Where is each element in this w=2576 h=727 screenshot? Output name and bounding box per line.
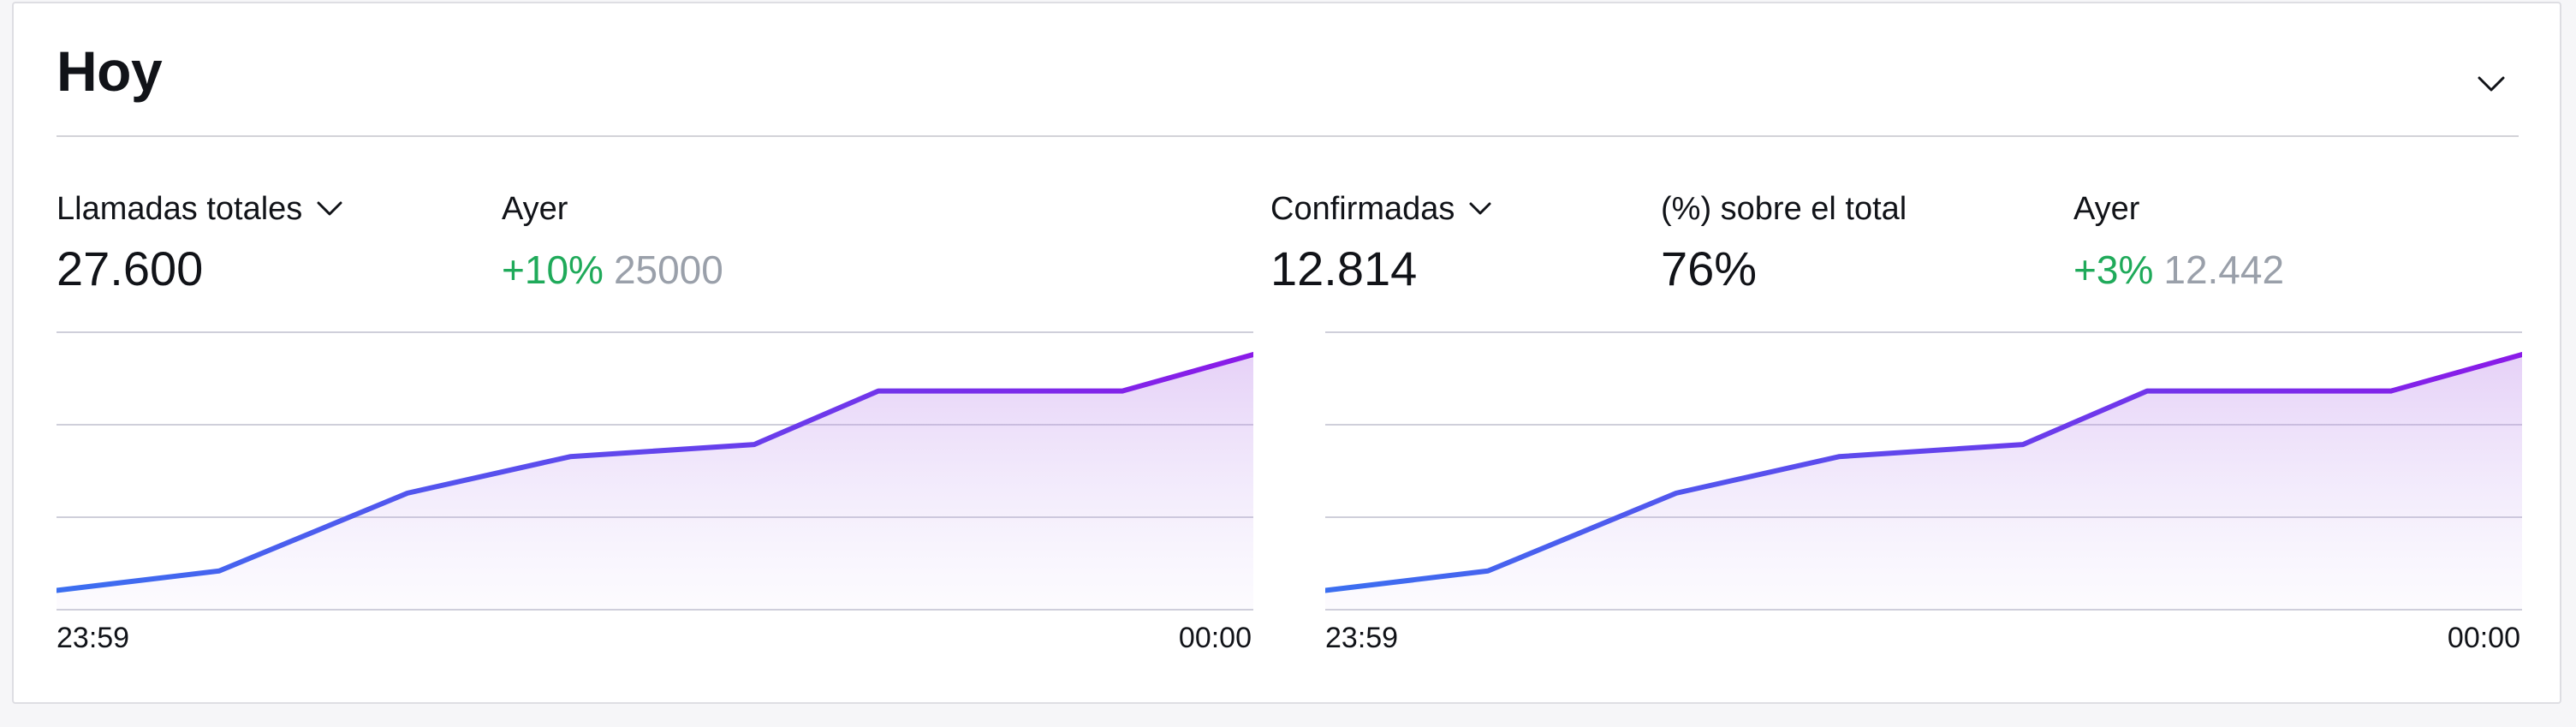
- data-point: [876, 389, 881, 394]
- series-line: [1325, 352, 2522, 593]
- series-line: [57, 352, 1253, 593]
- metric-selector-llamadas[interactable]: Llamadas totales: [57, 193, 343, 225]
- comparison-value: +10% 25000: [502, 250, 723, 289]
- collapse-button[interactable]: [2466, 67, 2517, 101]
- previous-value: 25000: [613, 247, 723, 292]
- title-divider: [57, 135, 2519, 137]
- previous-value: 12.442: [2163, 247, 2285, 292]
- chevron-down-icon: [1469, 202, 1491, 215]
- chevron-down-icon: [2478, 76, 2505, 92]
- data-point: [1836, 454, 1841, 459]
- metric-value: 27.600: [57, 241, 204, 295]
- metric-label: Confirmadas: [1270, 191, 1455, 227]
- comparison-label: Ayer: [502, 191, 568, 227]
- series-area: [57, 355, 1253, 610]
- data-point: [217, 569, 222, 574]
- x-tick-start: 23:59: [1325, 622, 1399, 654]
- share-label: (%) sobre el total: [1661, 191, 1907, 227]
- data-point: [405, 491, 410, 496]
- data-point: [1120, 389, 1125, 394]
- x-tick-end: 00:00: [1178, 622, 1252, 654]
- metric-selector-confirmadas[interactable]: Confirmadas: [1270, 193, 1492, 225]
- comparison-value: +3% 12.442: [2073, 250, 2284, 289]
- data-point: [2020, 442, 2026, 447]
- data-point: [1674, 491, 1679, 496]
- x-tick-end: 00:00: [2447, 622, 2520, 654]
- trend-chart-confirmadas: [1325, 331, 2522, 611]
- x-tick-start: 23:59: [57, 622, 130, 654]
- data-point: [1485, 569, 1490, 574]
- trend-chart-llamadas: [57, 331, 1253, 611]
- change-percent: +3%: [2073, 247, 2154, 292]
- share-value: 76%: [1661, 241, 1758, 295]
- metric-label: Llamadas totales: [57, 191, 303, 227]
- comparison-label: Ayer: [2073, 191, 2140, 227]
- data-point: [752, 442, 757, 447]
- data-point: [568, 454, 573, 459]
- change-percent: +10%: [502, 247, 604, 292]
- chevron-down-icon: [317, 201, 342, 216]
- data-point: [2145, 389, 2150, 394]
- series-area: [1325, 355, 2522, 610]
- data-point: [2389, 389, 2394, 394]
- metric-value: 12.814: [1270, 241, 1418, 295]
- card-title: Hoy: [57, 39, 163, 103]
